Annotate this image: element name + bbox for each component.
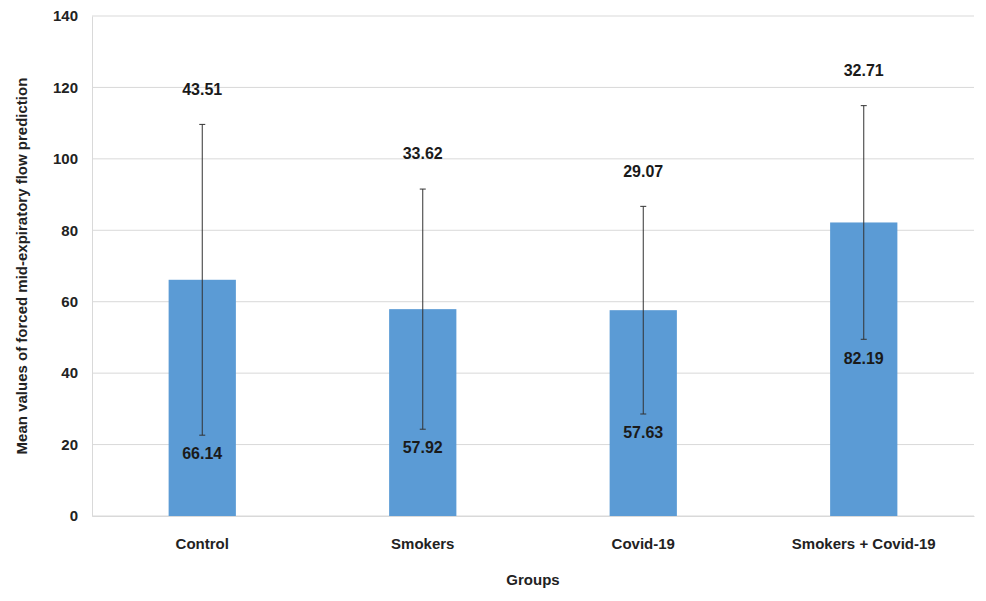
y-tick: 60 xyxy=(61,293,92,310)
y-tick: 100 xyxy=(53,150,92,167)
y-tick: 20 xyxy=(61,436,92,453)
x-tick-label: Smokers + Covid-19 xyxy=(792,535,936,552)
error-bar xyxy=(420,189,426,429)
y-tick-label: 100 xyxy=(53,150,78,167)
error-label: 43.51 xyxy=(182,81,222,98)
error-bar xyxy=(640,206,646,414)
error-cap xyxy=(420,189,426,190)
grid xyxy=(92,16,974,516)
y-tick: 80 xyxy=(61,222,92,239)
error-cap xyxy=(199,124,205,125)
error-line xyxy=(202,124,203,435)
data-label: 57.63 xyxy=(623,424,663,441)
grid-line xyxy=(92,16,974,17)
x-axis-title: Groups xyxy=(506,571,559,588)
y-tick-label: 80 xyxy=(61,222,78,239)
grid-line xyxy=(92,158,974,159)
error-bar xyxy=(861,106,867,340)
error-cap xyxy=(640,414,646,415)
y-tick: 0 xyxy=(70,507,92,524)
x-tick-label: Control xyxy=(176,535,229,552)
data-label: 66.14 xyxy=(182,445,222,462)
y-tick-label: 20 xyxy=(61,436,78,453)
x-axis: Control Smokers Covid-19 Smokers + Covid-19 xyxy=(93,516,975,552)
y-tick: 120 xyxy=(53,79,92,96)
error-cap xyxy=(861,339,867,340)
y-tick: 140 xyxy=(53,7,92,24)
error-cap xyxy=(420,429,426,430)
data-labels: 66.14 57.92 57.63 82.19 43.51 33.62 29.07 32.71 xyxy=(182,62,884,463)
x-tick-label: Smokers xyxy=(391,535,454,552)
error-cap xyxy=(640,206,646,207)
data-label: 82.19 xyxy=(844,350,884,367)
y-tick-label: 60 xyxy=(61,293,78,310)
y-tick-label: 140 xyxy=(53,7,78,24)
x-tick: Smokers xyxy=(391,516,454,552)
error-line xyxy=(422,189,423,429)
grid-line xyxy=(92,87,974,88)
error-line xyxy=(643,206,644,414)
x-tick: Control xyxy=(176,516,229,552)
error-label: 29.07 xyxy=(623,163,663,180)
error-cap xyxy=(861,105,867,106)
error-label: 32.71 xyxy=(844,62,884,79)
y-tick-label: 120 xyxy=(53,79,78,96)
y-tick-label: 0 xyxy=(70,507,78,524)
x-tick: Smokers + Covid-19 xyxy=(792,516,936,552)
x-axis-line xyxy=(93,516,975,517)
y-axis-line xyxy=(92,17,93,517)
error-label: 33.62 xyxy=(403,145,443,162)
chart: 0 20 40 60 80 100 120 140 Control Smokers Covid-19… xyxy=(0,0,986,601)
y-axis-title: Mean values of forced mid-expiratory flo… xyxy=(13,78,30,455)
plot-area xyxy=(169,106,898,516)
y-axis: 0 20 40 60 80 100 120 140 xyxy=(53,7,93,524)
y-tick: 40 xyxy=(61,364,92,381)
error-line xyxy=(863,106,864,340)
error-bar xyxy=(199,124,205,435)
error-cap xyxy=(199,435,205,436)
x-tick: Covid-19 xyxy=(612,516,675,552)
data-label: 57.92 xyxy=(403,439,443,456)
x-tick-label: Covid-19 xyxy=(612,535,675,552)
y-tick-label: 40 xyxy=(61,364,78,381)
